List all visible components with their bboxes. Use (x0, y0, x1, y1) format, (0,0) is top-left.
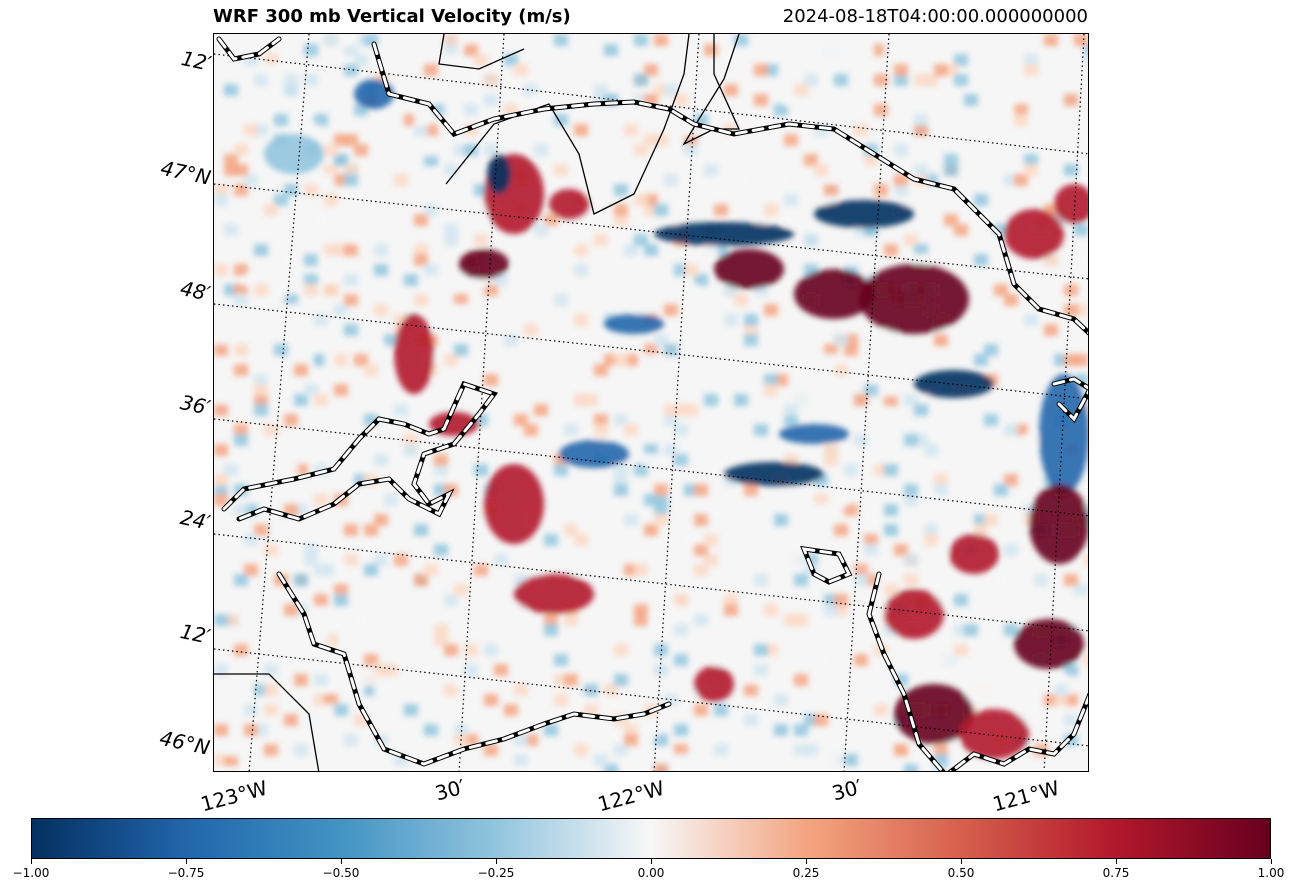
parallel-line (214, 53, 1088, 155)
parallel-line (214, 418, 1088, 517)
lon-label: 123°W (198, 775, 270, 817)
meridian-line (1043, 34, 1085, 771)
colorbar-tick (1271, 859, 1272, 864)
colorbar-tick-label: 0.50 (947, 866, 975, 880)
lat-label: 46°N (157, 725, 212, 760)
meridian-line (843, 34, 890, 771)
lon-label: 30′ (829, 774, 865, 806)
graticule (214, 34, 1088, 771)
map-panel[interactable] (213, 33, 1089, 772)
valid-time: 2024-08-18T04:00:00.000000000 (782, 6, 1088, 27)
coastline (438, 34, 525, 70)
lat-label: 24′ (178, 505, 213, 535)
parallel-line (214, 183, 1088, 280)
coastline (214, 673, 320, 771)
colorbar-tick-label: −0.25 (477, 866, 515, 880)
colorbar-tick-label: 1.00 (1257, 866, 1285, 880)
lat-label: 48′ (178, 276, 213, 306)
meridian-line (248, 34, 310, 771)
colorbar-tick (961, 859, 962, 864)
lat-label: 36′ (178, 390, 213, 420)
state-borders (216, 36, 1088, 771)
colorbar-tick (341, 859, 342, 864)
meridian-line (653, 34, 700, 771)
parallel-line (214, 303, 1088, 400)
lon-label: 30′ (432, 774, 468, 806)
parallel-line (214, 648, 1088, 747)
colorbar-tick-label: 0.00 (637, 866, 665, 880)
lat-label: 12′ (178, 619, 213, 649)
colorbar-tick (31, 859, 32, 864)
colorbar-tick (651, 859, 652, 864)
colorbar-tick (496, 859, 497, 864)
lat-label: 12′ (179, 46, 214, 76)
parallel-line (214, 533, 1088, 632)
vertical-velocity-field (214, 34, 1088, 771)
colorbar-tick-label: −0.75 (167, 866, 205, 880)
meridian-line (458, 34, 505, 771)
lon-label: 122°W (595, 775, 667, 817)
colorbar-tick-label: −0.50 (322, 866, 360, 880)
colorbar (31, 818, 1271, 859)
velocity-field-layer (214, 34, 1088, 771)
colorbar-tick (186, 859, 187, 864)
lat-label: 47°N (158, 155, 213, 190)
colorbar-tick (806, 859, 807, 864)
colorbar-tick-label: 0.25 (792, 866, 820, 880)
coastline (682, 34, 741, 146)
lon-label: 121°W (990, 775, 1062, 817)
colorbar-tick-label: 0.75 (1102, 866, 1130, 880)
colorbar-tick (1116, 859, 1117, 864)
colorbar-tick-label: −1.00 (12, 866, 50, 880)
map-title: WRF 300 mb Vertical Velocity (m/s) (213, 6, 571, 27)
